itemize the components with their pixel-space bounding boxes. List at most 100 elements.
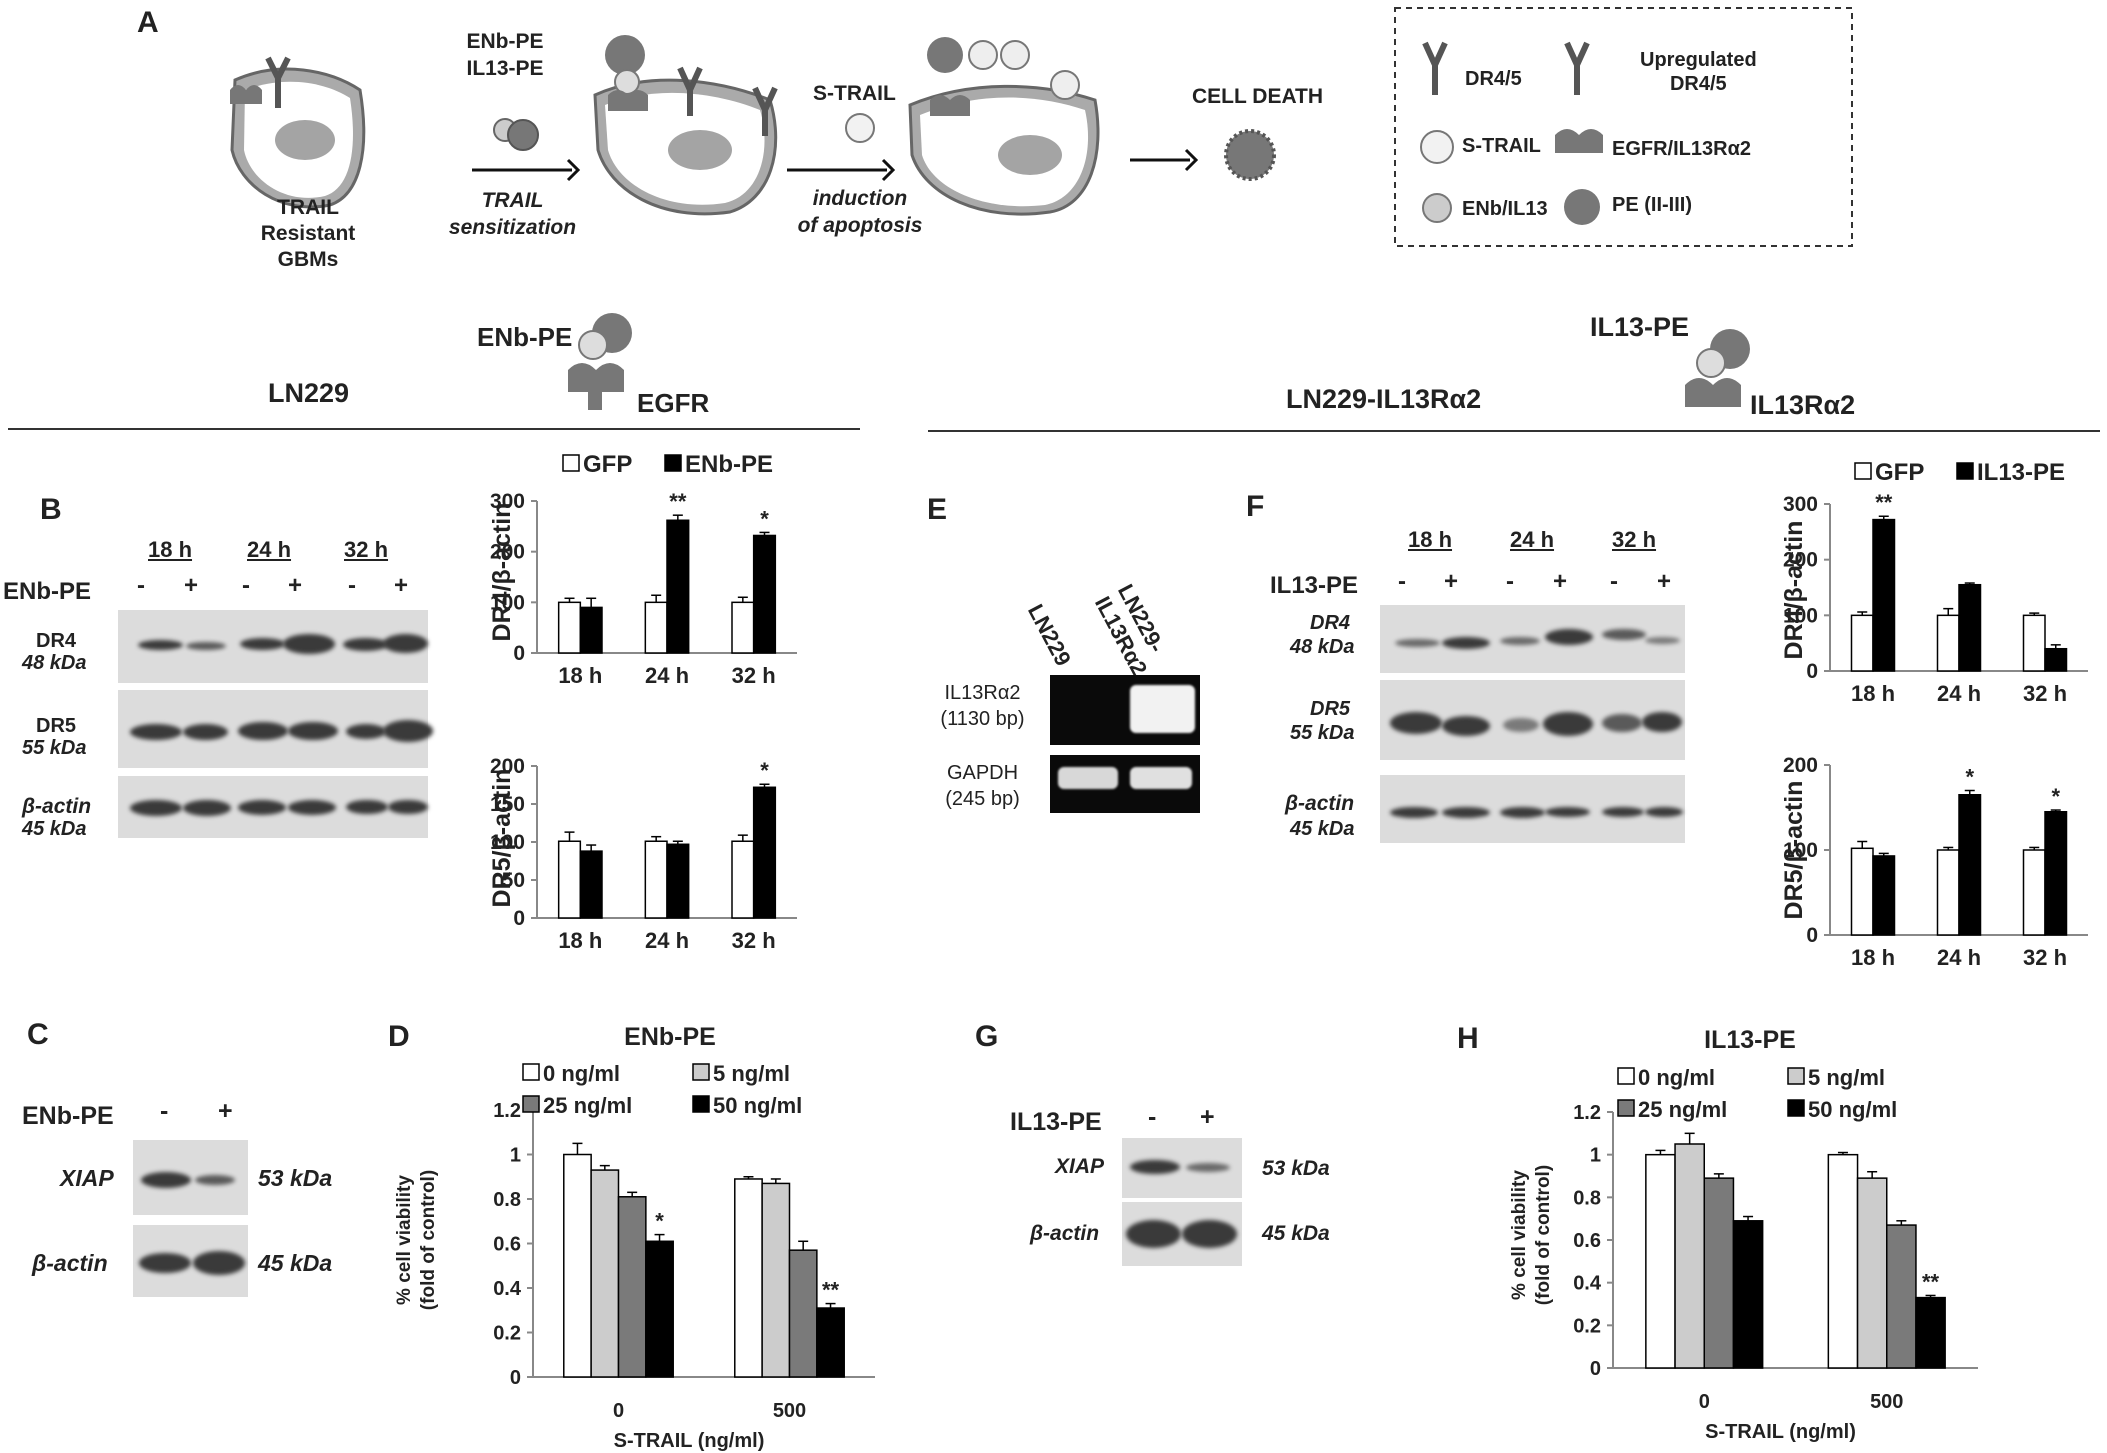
f-sign-2: - (1506, 568, 1514, 595)
egfr-legend-icon (1555, 129, 1603, 153)
D-bar-0-3 (645, 1240, 674, 1378)
B-DR5-ytick-label-1: 50 (502, 869, 525, 892)
F-DR5-xtick-label-0: 18 h (1851, 945, 1895, 970)
b-row-actin-kda: 45 kDa (22, 818, 87, 840)
F-DR4-legend-label-1: IL13-PE (1977, 459, 2065, 486)
D-star-1: ** (822, 1278, 840, 1303)
b-sign-3: + (288, 572, 303, 599)
B-DR4-ylabel-0: DR4/β-actin (488, 503, 516, 642)
B-DR5-xtick-label-2: 32 h (732, 928, 776, 953)
F-DR4-ytick-label-0: 0 (1806, 660, 1818, 683)
H-ytick-label-3: 0.6 (1573, 1230, 1601, 1252)
D-ylabel-0: % cell viability (394, 1175, 415, 1305)
H-legend-label-1: 5 ng/ml (1808, 1065, 1885, 1090)
B-DR4-star-2: * (760, 506, 769, 531)
cell-icon-2 (593, 35, 778, 216)
b-sign-5: + (394, 572, 409, 599)
c-treatment-label: ENb-PE (22, 1102, 114, 1130)
c-sign-0: - (160, 1097, 169, 1125)
B-DR4-ytick-label-3: 300 (490, 490, 525, 513)
g-treatment-label: IL13-PE (1010, 1108, 1102, 1136)
H-legend-swatch-0 (1617, 1067, 1635, 1085)
F-DR4-ytick-label-2: 200 (1783, 549, 1818, 572)
D-bar-1-1 (761, 1182, 791, 1378)
legend-egfr: EGFR/IL13Rα2 (1612, 138, 1751, 160)
H-bar-0-3 (1732, 1220, 1764, 1369)
D-ytick-label-2: 0.4 (493, 1278, 522, 1300)
H-ylabel-0: % cell viability (1509, 1170, 1530, 1300)
B-DR4-legend-label-1: ENb-PE (685, 451, 773, 478)
egfr-complex-icon (568, 313, 632, 410)
f-blot-dr5 (1380, 680, 1685, 760)
upreg-legend-icon (1564, 41, 1590, 95)
f-sign-1: + (1444, 568, 1459, 595)
e-row-0-label: IL13Rα2 (1130 bp) (940, 682, 1025, 730)
b-sign-2: - (242, 572, 250, 599)
cell-death-icon (1224, 129, 1276, 181)
F-DR4-ytick-label-3: 300 (1783, 493, 1818, 516)
F-DR4-bar-2-0 (2022, 614, 2046, 672)
legend-enb: ENb/IL13 (1462, 198, 1548, 220)
e-lane-0: LN229 (1022, 600, 1077, 671)
F-DR4-bar-0-0 (1850, 614, 1874, 672)
F-DR4-ytick-label-1: 100 (1783, 604, 1818, 627)
F-DR4-ylabel-0: DR4/β-actin (1780, 521, 1808, 660)
dr45-legend-icon (1422, 41, 1448, 95)
e-row-1-label: GAPDH (245 bp) (945, 762, 1020, 810)
c-row-xiap-kda: 53 kDa (258, 1165, 333, 1191)
b-row-dr5-kda: 55 kDa (22, 737, 87, 759)
D-ytick-label-3: 0.6 (493, 1234, 521, 1256)
H-title: IL13-PE (1704, 1026, 1796, 1054)
F-DR5-bar-0-0 (1850, 847, 1874, 936)
panel-g-letter: G (975, 1020, 999, 1053)
B-DR4-ytick-label-0: 0 (513, 642, 525, 665)
H-legend-swatch-1 (1787, 1067, 1805, 1085)
D-bar-0-2 (617, 1196, 647, 1378)
f-blot-actin (1380, 775, 1685, 843)
b-blot-dr5 (118, 690, 433, 768)
H-bar-0-0 (1645, 1153, 1676, 1369)
f-time-1: 24 h (1510, 527, 1555, 552)
B-DR4-star-1: ** (669, 489, 687, 514)
B-DR5-bar-1-0 (644, 840, 668, 919)
c-blot-xiap (133, 1140, 248, 1215)
B-DR5-bar-2-0 (731, 840, 755, 919)
D-legend-swatch-0 (522, 1063, 540, 1081)
D-bar-0-1 (590, 1169, 620, 1378)
H-bar-1-2 (1886, 1224, 1917, 1369)
B-DR4-bar-1-0 (644, 601, 668, 654)
H-ytick-label-5: 1 (1590, 1145, 1601, 1167)
c-row-actin-kda: 45 kDa (258, 1250, 333, 1276)
B-DR5-bar-0-1 (579, 850, 603, 919)
D-bar-0-0 (563, 1153, 592, 1378)
F-DR5-bar-1-0 (1936, 849, 1960, 936)
D-legend-label-1: 5 ng/ml (713, 1061, 790, 1086)
g-blot-xiap (1122, 1138, 1242, 1198)
step2-bottom-label: induction of apoptosis (797, 187, 923, 237)
B-DR5-bar-1-1 (666, 843, 690, 919)
H-ytick-label-0: 0 (1590, 1358, 1601, 1380)
f-time-2: 32 h (1612, 527, 1657, 552)
B-DR4-bar-0-1 (579, 606, 603, 654)
F-DR4-legend-swatch-1 (1956, 462, 1974, 480)
D-title: ENb-PE (624, 1023, 716, 1051)
panel-h-letter: H (1457, 1022, 1479, 1055)
H-bar-0-2 (1703, 1177, 1735, 1369)
F-DR4-legend-label-0: GFP (1875, 459, 1924, 486)
H-bar-1-3 (1915, 1296, 1946, 1369)
D-ytick-label-4: 0.8 (493, 1189, 521, 1211)
H-legend-label-3: 50 ng/ml (1808, 1097, 1897, 1122)
left-receptor-label: EGFR (637, 388, 710, 418)
F-DR5-ytick-label-1: 100 (1783, 839, 1818, 862)
B-DR4-xtick-label-2: 32 h (732, 663, 776, 688)
F-DR5-bar-1-1 (1958, 794, 1982, 936)
step2-top-label: S-TRAIL (813, 82, 896, 105)
D-bar-1-3 (816, 1307, 845, 1378)
B-DR5-ytick-label-2: 100 (490, 831, 525, 854)
D-ytick-label-0: 0 (510, 1367, 521, 1389)
b-time-2: 32 h (344, 537, 389, 562)
D-bar-1-0 (734, 1178, 763, 1378)
b-row-actin-name: β-actin (22, 795, 92, 818)
B-DR5-xtick-label-0: 18 h (558, 928, 602, 953)
g-sign-0: - (1148, 1103, 1157, 1131)
